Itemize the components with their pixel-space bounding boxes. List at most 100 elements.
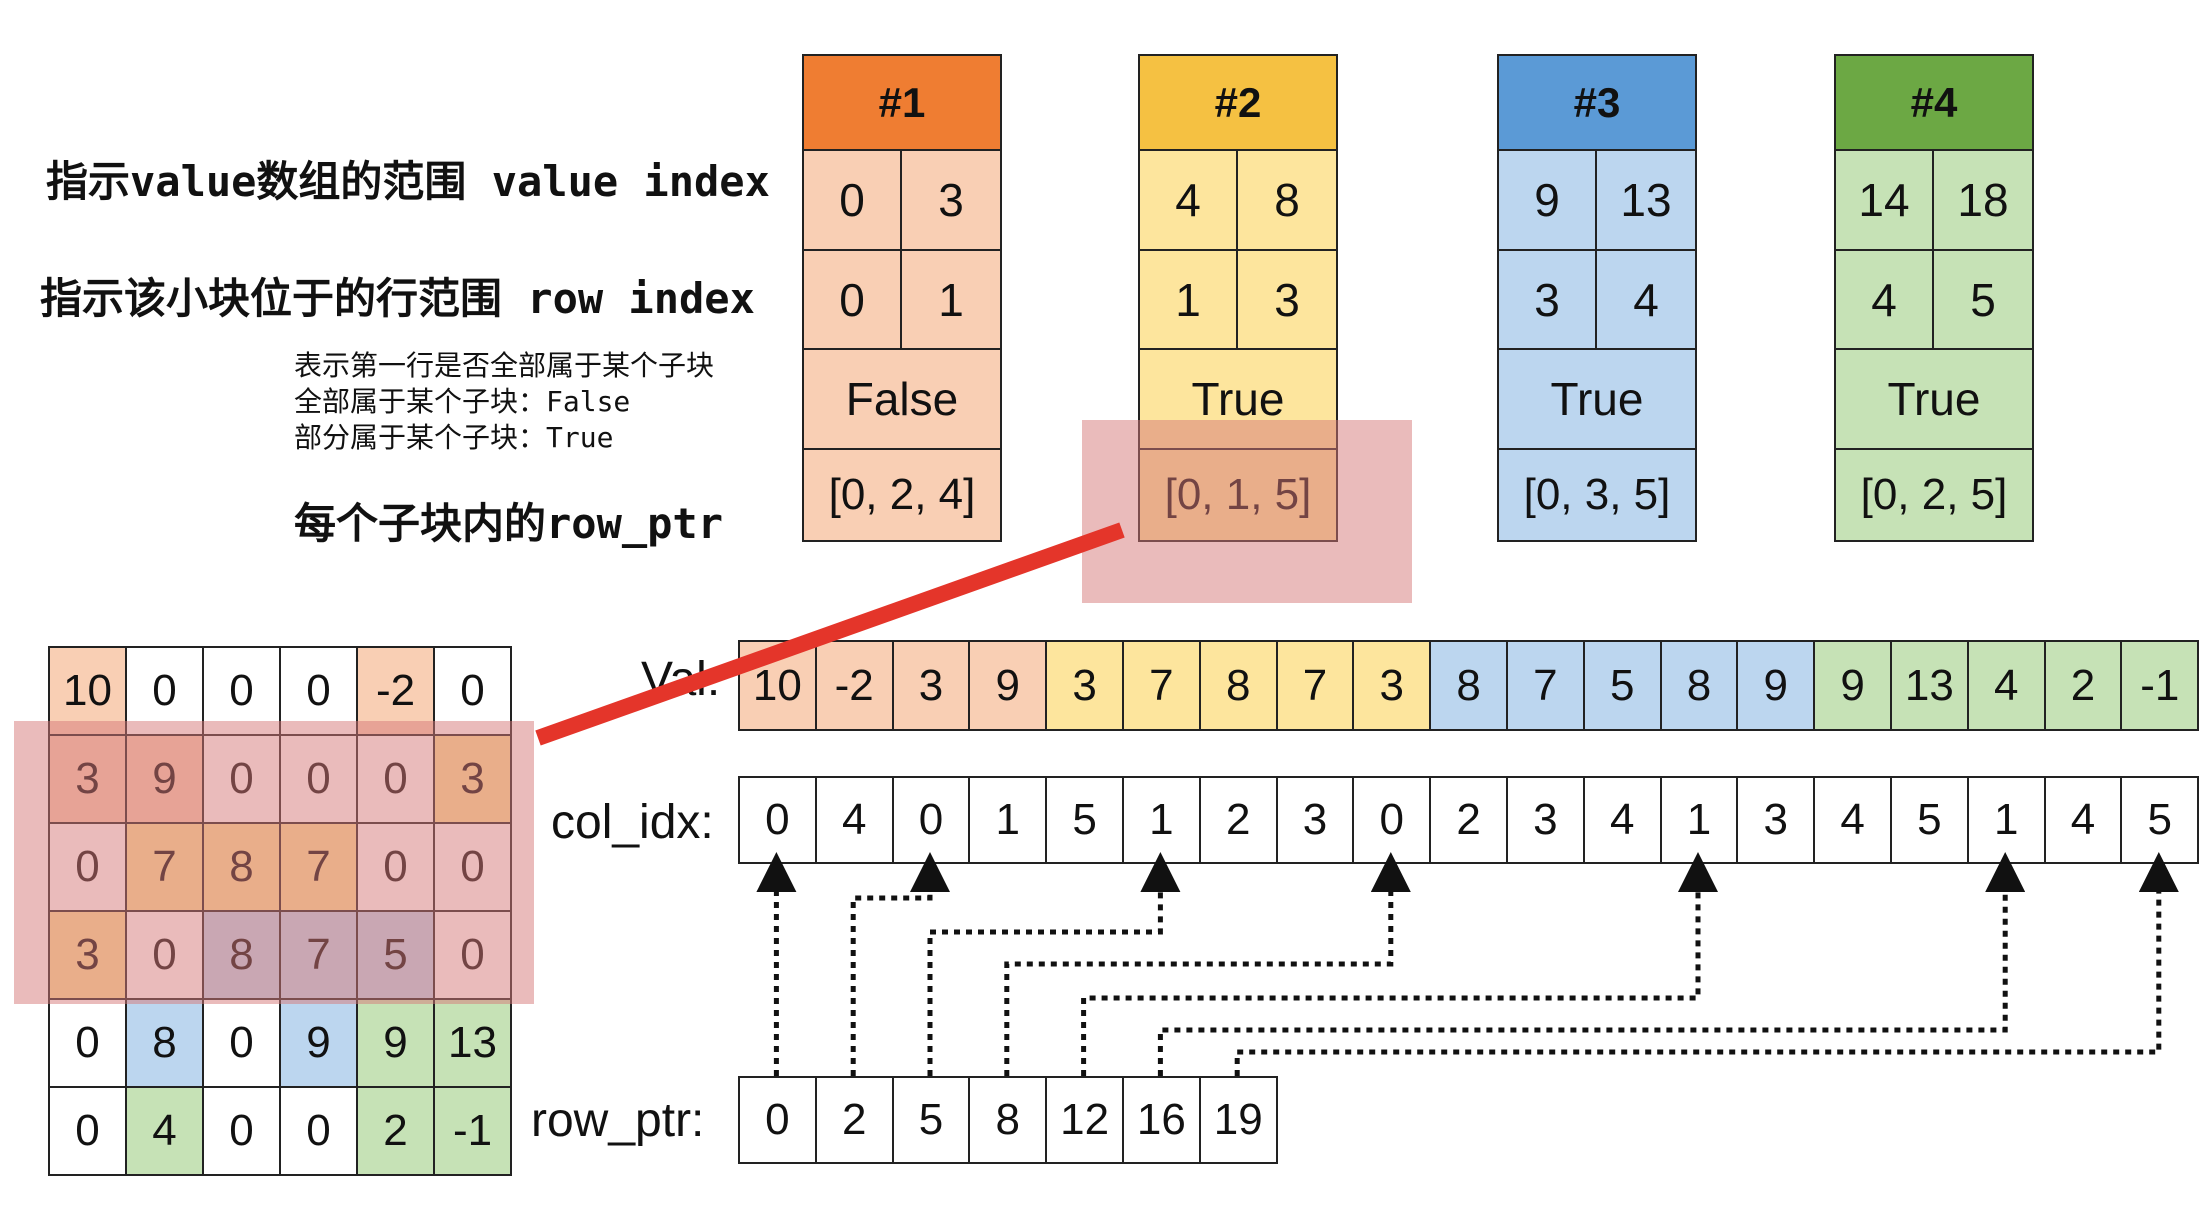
row-ptr-cell: 0 xyxy=(738,1076,817,1164)
block-row-index-end: 5 xyxy=(1932,249,2034,350)
val-cell: 8 xyxy=(1198,640,1278,731)
val-cell: 3 xyxy=(1045,640,1124,731)
block-row-ptr: [0, 3, 5] xyxy=(1497,448,1697,542)
val-cell: 8 xyxy=(1659,640,1739,731)
matrix-cell: 0 xyxy=(433,822,512,912)
val-cell: 3 xyxy=(891,640,971,731)
col-idx-cell: 4 xyxy=(814,776,894,864)
flag-note-line2: 全部属于某个子块：False xyxy=(294,385,631,418)
col-idx-cell: 0 xyxy=(1352,776,1432,864)
row-index-label: 指示该小块位于的行范围 row index xyxy=(40,274,755,323)
col-idx-cell: 3 xyxy=(1275,776,1355,864)
block-first-row-flag: False xyxy=(802,348,1002,450)
col-idx-cell: 0 xyxy=(891,776,971,864)
row-ptr-cell: 19 xyxy=(1198,1076,1278,1164)
matrix-cell: 0 xyxy=(356,734,435,824)
row-ptr-pointer-arrow xyxy=(850,852,950,1076)
matrix-cell: 8 xyxy=(202,910,281,1000)
block-header: #1 xyxy=(802,54,1002,151)
col-idx-cell: 1 xyxy=(968,776,1048,864)
block-header: #2 xyxy=(1138,54,1338,151)
matrix-cell: -1 xyxy=(433,1086,512,1176)
matrix-cell: -2 xyxy=(356,646,435,736)
col-idx-cell: 3 xyxy=(1736,776,1816,864)
block-row-index-start: 3 xyxy=(1497,249,1597,350)
block-value-index-start: 9 xyxy=(1497,149,1597,251)
block-value-index-end: 13 xyxy=(1595,149,1697,251)
col-idx-cell: 5 xyxy=(1890,776,1969,864)
col-idx-cell: 2 xyxy=(1198,776,1278,864)
matrix-cell: 0 xyxy=(279,646,358,736)
col-idx-cell: 3 xyxy=(1506,776,1585,864)
val-cell: 3 xyxy=(1352,640,1432,731)
block-row-ptr: [0, 1, 5] xyxy=(1138,448,1338,542)
matrix-cell: 0 xyxy=(48,1086,127,1176)
val-cell: 7 xyxy=(1122,640,1201,731)
val-label: Val: xyxy=(641,653,721,706)
block-row-ptr: [0, 2, 4] xyxy=(802,448,1002,542)
col-idx-cell: 0 xyxy=(738,776,817,864)
row-ptr-cell: 12 xyxy=(1045,1076,1124,1164)
col-idx-cell: 2 xyxy=(1429,776,1508,864)
matrix-cell: 8 xyxy=(125,998,204,1088)
row-ptr-cell: 2 xyxy=(814,1076,894,1164)
val-cell: 2 xyxy=(2043,640,2123,731)
val-cell: 13 xyxy=(1890,640,1969,731)
val-cell: 9 xyxy=(1736,640,1816,731)
block-row-index-start: 1 xyxy=(1138,249,1238,350)
col-idx-cell: 5 xyxy=(1045,776,1124,864)
row-ptr-pointer-arrow xyxy=(1081,852,1718,1076)
matrix-cell: 13 xyxy=(433,998,512,1088)
col-idx-cell: 1 xyxy=(1659,776,1739,864)
matrix-cell: 10 xyxy=(48,646,127,736)
val-cell: -1 xyxy=(2120,640,2200,731)
row-ptr-pointer-arrow xyxy=(927,852,1181,1076)
row-ptr-desc-label: 每个子块内的row_ptr xyxy=(294,499,724,548)
block-first-row-flag: True xyxy=(1834,348,2034,450)
matrix-cell: 0 xyxy=(202,646,281,736)
flag-note-line1: 表示第一行是否全部属于某个子块 xyxy=(294,349,715,382)
matrix-cell: 0 xyxy=(279,734,358,824)
col-idx-label: col_idx: xyxy=(551,796,714,849)
matrix-cell: 0 xyxy=(125,910,204,1000)
row-ptr-pointer-arrow xyxy=(1234,852,2179,1076)
block-header: #4 xyxy=(1834,54,2034,151)
matrix-cell: 9 xyxy=(356,998,435,1088)
matrix-cell: 9 xyxy=(279,998,358,1088)
val-cell: 8 xyxy=(1429,640,1508,731)
block-row-index-end: 4 xyxy=(1595,249,1697,350)
val-cell: 4 xyxy=(1966,640,2046,731)
val-cell: 10 xyxy=(738,640,817,731)
block-row-index-end: 3 xyxy=(1236,249,1338,350)
matrix-cell: 3 xyxy=(48,910,127,1000)
matrix-cell: 0 xyxy=(202,998,281,1088)
matrix-cell: 7 xyxy=(279,910,358,1000)
row-ptr-pointer-arrow xyxy=(1157,852,2026,1076)
matrix-cell: 0 xyxy=(202,1086,281,1176)
value-index-label: 指示value数组的范围 value index xyxy=(46,157,770,206)
row-ptr-cell: 5 xyxy=(891,1076,971,1164)
col-idx-cell: 4 xyxy=(1813,776,1892,864)
flag-note-line3: 部分属于某个子块：True xyxy=(294,421,614,454)
val-cell: -2 xyxy=(814,640,894,731)
row-ptr-pointer-arrow xyxy=(1004,852,1411,1076)
block-value-index-start: 14 xyxy=(1834,149,1934,251)
col-idx-cell: 5 xyxy=(2120,776,2200,864)
row-ptr-cell: 8 xyxy=(968,1076,1048,1164)
val-cell: 5 xyxy=(1582,640,1662,731)
val-cell: 9 xyxy=(1813,640,1892,731)
block-value-index-end: 18 xyxy=(1932,149,2034,251)
block-row-ptr: [0, 2, 5] xyxy=(1834,448,2034,542)
matrix-cell: 4 xyxy=(125,1086,204,1176)
matrix-cell: 0 xyxy=(433,910,512,1000)
block-row-index-end: 1 xyxy=(900,249,1002,350)
block-value-index-start: 0 xyxy=(802,149,902,251)
matrix-cell: 0 xyxy=(125,646,204,736)
matrix-cell: 2 xyxy=(356,1086,435,1176)
block-first-row-flag: True xyxy=(1138,348,1338,450)
col-idx-cell: 1 xyxy=(1122,776,1201,864)
val-cell: 9 xyxy=(968,640,1048,731)
matrix-cell: 0 xyxy=(48,822,127,912)
block-value-index-end: 8 xyxy=(1236,149,1338,251)
